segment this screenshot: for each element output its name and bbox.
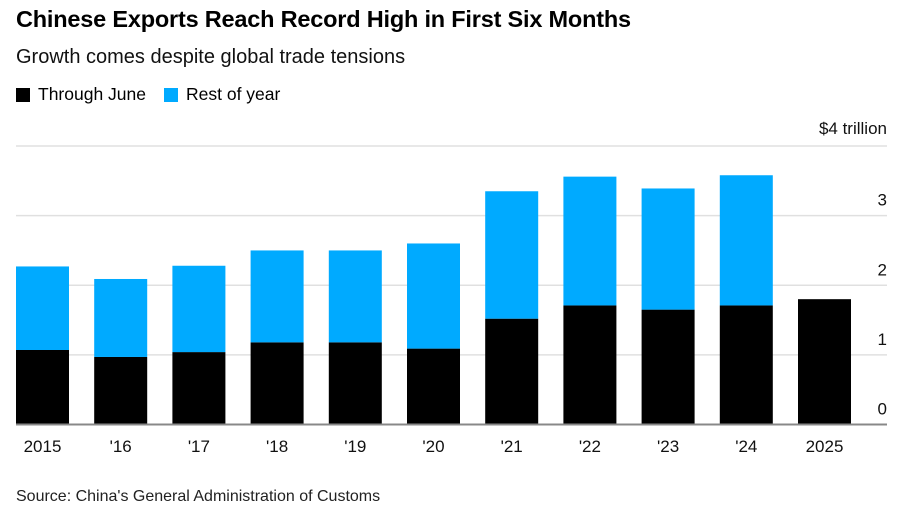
chart-subtitle: Growth comes despite global trade tensio… xyxy=(16,46,406,68)
chart-title: Chinese Exports Reach Record High in Fir… xyxy=(16,6,631,32)
y-tick-label: 3 xyxy=(878,191,887,210)
y-tick-label: 2 xyxy=(878,260,887,279)
bar-rest-of-year xyxy=(719,175,773,306)
bar-rest-of-year xyxy=(641,188,695,310)
bar-rest-of-year xyxy=(563,176,617,306)
bar-through-june xyxy=(328,342,382,425)
bar-rest-of-year xyxy=(94,278,148,357)
bar-rest-of-year xyxy=(250,250,304,343)
bar-through-june xyxy=(641,309,695,425)
x-tick-label: 2025 xyxy=(806,437,844,456)
legend-label-through-june: Through June xyxy=(38,84,146,104)
x-tick-label: '23 xyxy=(657,437,679,456)
legend-swatch-through-june xyxy=(16,87,30,102)
y-tick-label: 0 xyxy=(878,400,887,419)
source-note: Source: China's General Administration o… xyxy=(16,488,381,505)
bar-through-june xyxy=(563,305,617,425)
x-tick-label: '17 xyxy=(188,437,210,456)
x-tick-label: '19 xyxy=(344,437,366,456)
legend-label-rest-of-year: Rest of year xyxy=(186,84,281,104)
bar-through-june xyxy=(485,318,539,425)
bar-rest-of-year xyxy=(485,191,539,319)
bar-through-june xyxy=(250,342,304,425)
y-tick-label: 1 xyxy=(878,330,887,349)
bar-through-june xyxy=(719,305,773,425)
x-tick-label: '22 xyxy=(579,437,601,456)
bar-rest-of-year xyxy=(16,266,69,351)
x-tick-label: 2015 xyxy=(24,437,62,456)
legend-item-rest-of-year: Rest of year xyxy=(164,84,280,105)
y-tick-label: $4 trillion xyxy=(819,119,887,138)
bar-rest-of-year xyxy=(172,265,226,353)
legend-item-through-june: Through June xyxy=(16,84,146,105)
legend-swatch-rest-of-year xyxy=(164,87,178,102)
x-tick-label: '21 xyxy=(501,437,523,456)
bar-through-june xyxy=(16,350,69,425)
x-tick-label: '16 xyxy=(110,437,132,456)
bar-through-june xyxy=(407,348,460,425)
bar-through-june xyxy=(94,356,148,425)
x-tick-label: '24 xyxy=(735,437,757,456)
x-tick-label: '18 xyxy=(266,437,288,456)
x-tick-label: '20 xyxy=(422,437,444,456)
bar-rest-of-year xyxy=(328,250,382,343)
legend: Through June Rest of year xyxy=(16,84,298,105)
bar-through-june xyxy=(798,299,851,425)
bar-rest-of-year xyxy=(407,243,460,349)
bar-through-june xyxy=(172,352,226,425)
